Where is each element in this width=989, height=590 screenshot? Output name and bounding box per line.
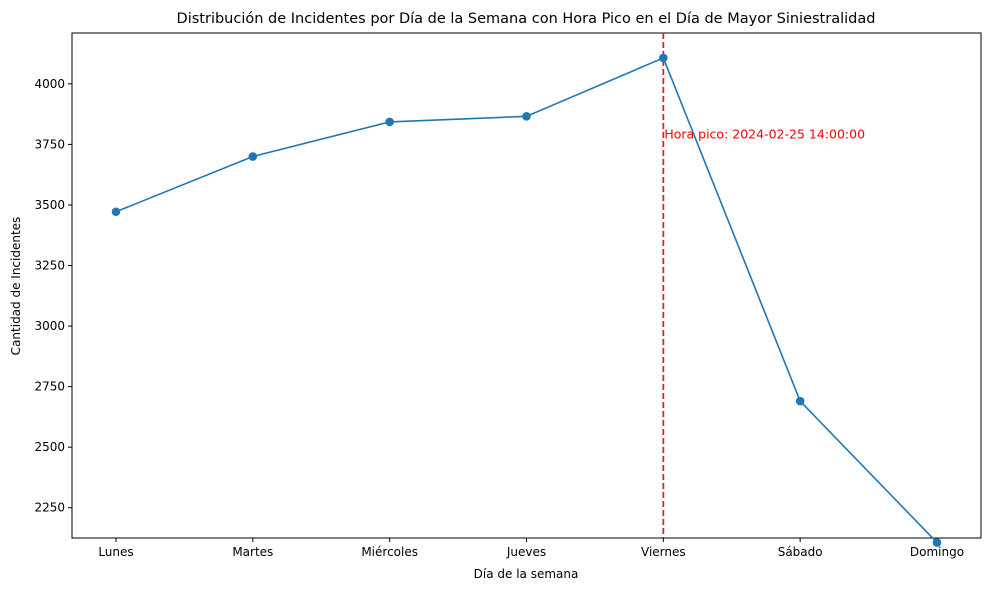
y-tick-label: 3000 [34,319,65,333]
x-tick-label: Lunes [98,545,133,559]
data-point-marker [522,112,531,121]
data-point-marker [248,152,258,161]
x-tick-label: Martes [232,545,273,559]
data-point-marker [932,538,942,547]
y-tick-label: 2250 [34,501,65,515]
y-tick-label: 2750 [34,380,65,394]
x-tick-label: Jueves [506,545,546,559]
y-tick-label: 3750 [34,137,65,151]
x-tick-label: Miércoles [361,545,418,559]
data-point-marker [111,207,121,217]
plot-frame [71,32,982,539]
plot-area: 2250 2500 2750 3000 3250 3500 3750 4000 Lunes Mar… [34,32,982,559]
x-tick-label: Sábado [778,545,823,559]
y-axis-label: Cantidad de Incidentes [9,217,23,356]
data-point-marker [385,117,394,127]
y-tick-label: 4000 [34,77,65,91]
peak-hour-annotation: Hora pico: 2024-02-25 14:00:00 [664,127,865,142]
chart-title: Distribución de Incidentes por Día de la… [177,11,876,27]
data-point-marker [795,396,805,406]
y-tick-label: 3250 [34,259,65,273]
x-tick-label: Domingo [910,545,964,559]
data-point-marker [659,53,668,63]
x-axis-label: Día de la semana [474,567,579,581]
y-tick-label: 3500 [34,198,65,212]
y-tick-label: 2500 [34,440,65,454]
x-tick-label: Viernes [641,545,686,559]
